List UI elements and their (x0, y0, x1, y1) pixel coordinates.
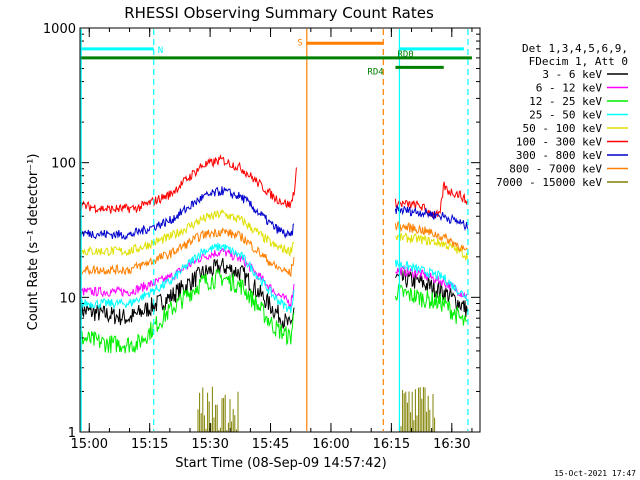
series-4-segment-1 (80, 242, 295, 314)
annotation-label-1: N (158, 46, 163, 56)
series-2-segment-2 (395, 265, 468, 300)
legend-header-1: Det 1,3,4,5,6,9, (522, 42, 628, 55)
series-1-segment-1 (80, 257, 295, 330)
series-1 (80, 257, 468, 330)
plot-area (80, 153, 468, 432)
x-tick-label-6: 16:15 (373, 437, 410, 452)
series-9-burst-1 (197, 386, 239, 432)
series-4-segment-2 (394, 259, 468, 302)
series-4 (80, 242, 468, 314)
annotation-label-2: S (297, 38, 302, 48)
legend-header-2: FDecim 1, Att 0 (529, 55, 628, 68)
series-1-segment-2 (394, 269, 468, 318)
legend-label-1: 3 - 6 keV (542, 68, 602, 81)
series-8 (81, 221, 468, 278)
legend-label-9: 7000 - 15000 keV (496, 176, 602, 189)
y-tick-label-1: 1 (68, 426, 76, 441)
series-7-segment-1 (80, 186, 295, 240)
series-7 (80, 186, 468, 240)
y-tick-label-3: 100 (51, 157, 76, 172)
legend-label-6: 100 - 300 keV (516, 136, 602, 149)
series-3 (80, 268, 468, 354)
chart-title: RHESSI Observing Summary Count Rates (124, 4, 434, 22)
annotation-label-5: RD4 (367, 67, 383, 77)
x-tick-label-2: 15:15 (131, 437, 168, 452)
series-7-segment-2 (394, 204, 468, 231)
series-8-segment-2 (394, 221, 468, 253)
x-tick-label-3: 15:30 (191, 437, 228, 452)
series-3-segment-1 (80, 268, 295, 354)
series-3-segment-2 (394, 284, 468, 326)
legend: Det 1,3,4,5,6,9,FDecim 1, Att 03 - 6 keV… (496, 42, 628, 189)
x-tick-label-4: 15:45 (252, 437, 289, 452)
x-tick-label-1: 15:00 (71, 437, 108, 452)
annotation-label-4: RD0 (397, 50, 413, 60)
x-tick-label-5: 16:00 (312, 437, 349, 452)
legend-label-2: 6 - 12 keV (536, 82, 603, 95)
legend-label-8: 800 - 7000 keV (509, 163, 602, 176)
series-9-burst-2 (398, 387, 436, 432)
series-6-segment-1 (80, 153, 297, 214)
axes: 1 10 100 1000 15:00 15:15 15:30 15:45 16:00 16:15… (43, 22, 481, 452)
y-tick-label-4: 1000 (43, 22, 76, 37)
legend-label-5: 50 - 100 keV (523, 122, 603, 135)
series-5 (80, 208, 468, 261)
series-5-segment-2 (395, 232, 468, 261)
series-2-segment-1 (80, 247, 295, 309)
annotations: N S RD0 RD4 (80, 29, 472, 431)
x-axis-label: Start Time (08-Sep-09 14:57:42) (175, 456, 386, 471)
footer-date: 15-Oct-2021 17:47 (554, 469, 636, 478)
y-axis-label: Count Rate (s⁻¹ detector⁻¹) (26, 154, 41, 331)
legend-label-3: 12 - 25 keV (529, 95, 602, 108)
legend-label-7: 300 - 800 keV (516, 149, 602, 162)
legend-label-4: 25 - 50 keV (529, 109, 602, 122)
x-tick-label-7: 16:30 (433, 437, 470, 452)
series-5-segment-1 (80, 208, 295, 257)
series-8-segment-1 (81, 227, 295, 278)
series-2 (80, 247, 468, 309)
plot-frame (79, 27, 481, 433)
y-tick-label-2: 10 (59, 291, 76, 306)
